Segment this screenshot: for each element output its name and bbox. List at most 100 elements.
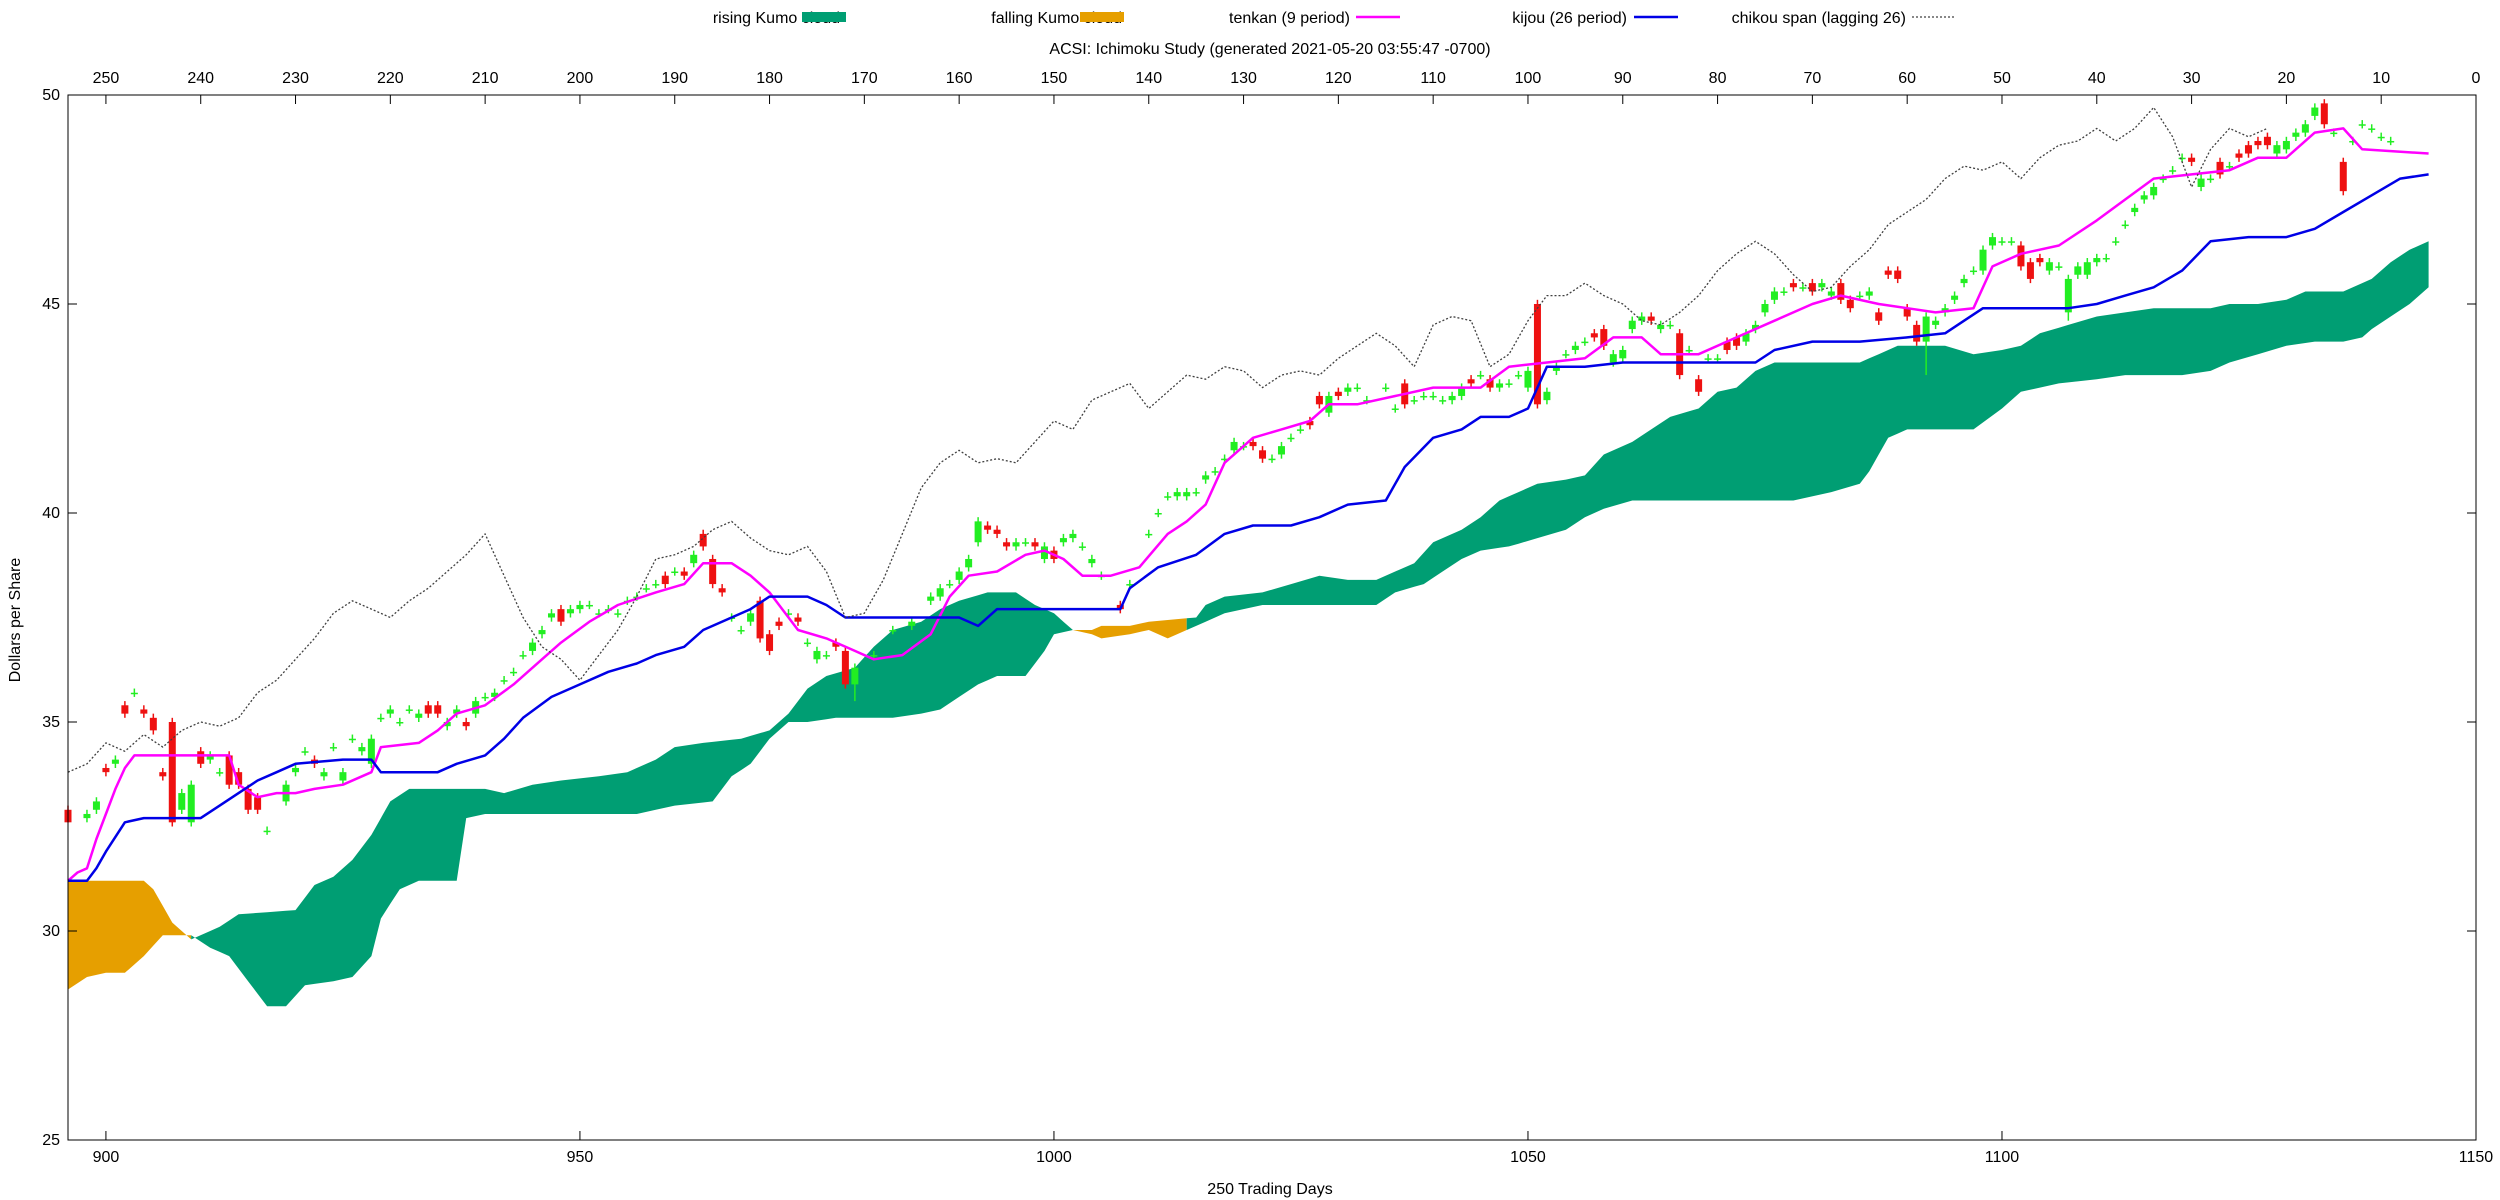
candle-up [1581, 341, 1589, 344]
candle-up [1126, 584, 1134, 586]
x2-tick-label: 140 [1135, 70, 1162, 87]
candle-up [1979, 249, 1987, 271]
candle-up [1230, 441, 1238, 451]
candle-up [481, 696, 489, 699]
candle-up [519, 655, 527, 657]
y-axis-label: Dollars per Share [7, 558, 24, 683]
legend-label: chikou span (lagging 26) [1732, 10, 1906, 27]
candle-up [946, 584, 954, 586]
candle-up [386, 709, 394, 714]
candle-down [680, 571, 688, 576]
candle-up [1960, 278, 1968, 284]
candle-up [1827, 291, 1835, 296]
candle-up [111, 759, 119, 764]
candle-up [642, 588, 650, 590]
y-tick-label: 40 [42, 505, 60, 522]
candle-up [377, 717, 385, 720]
candle-up [216, 772, 224, 774]
candle-up [1970, 270, 1978, 273]
candle-up [1619, 349, 1627, 359]
candle-up [822, 655, 830, 657]
candle-down [168, 722, 176, 823]
candle-up [1770, 291, 1778, 300]
candle-up [1799, 287, 1807, 289]
candle-up [1780, 291, 1788, 293]
candle-up [2377, 136, 2385, 139]
candle-up [1989, 237, 1997, 246]
candle-up [927, 596, 935, 601]
plot-area [64, 99, 2429, 1007]
candle-up [2311, 107, 2319, 116]
candle-up [2197, 178, 2205, 187]
candle-down [121, 705, 129, 714]
candle-down [1249, 441, 1257, 447]
candle-up [367, 738, 375, 764]
candle-up [1183, 492, 1191, 497]
candle-up [614, 613, 622, 615]
candle-up [1543, 391, 1551, 401]
candle-up [500, 680, 508, 682]
candle-up [2121, 224, 2129, 227]
candle-up [83, 813, 91, 819]
candle-down [718, 588, 726, 593]
candle-up [2150, 186, 2158, 196]
x2-tick-label: 40 [2088, 70, 2106, 87]
candle-up [1932, 320, 1940, 325]
candle-down [766, 634, 774, 651]
x2-tick-label: 170 [851, 70, 878, 87]
candle-up [595, 613, 603, 615]
candle-up [292, 767, 300, 773]
candle-up [1353, 387, 1361, 390]
candle-up [453, 709, 461, 714]
candle-up [1145, 533, 1153, 536]
x2-tick-label: 70 [1803, 70, 1821, 87]
candle-up [1628, 320, 1636, 330]
candle-down [1913, 324, 1921, 342]
candle-up [2358, 124, 2366, 126]
candle-down [1647, 316, 1655, 321]
legend: rising Kumo cloud falling Kumo cloud tenka… [713, 10, 1956, 27]
candle-up [1552, 366, 1560, 371]
tenkan-line [67, 127, 2429, 882]
candle-down [1837, 283, 1845, 300]
candle-down [1306, 421, 1314, 426]
candle-up [1761, 304, 1769, 313]
candle-down [2235, 153, 2243, 158]
candle-up [1382, 387, 1390, 390]
candle-down [832, 642, 840, 647]
candle-down [756, 600, 764, 639]
candle-up [936, 588, 944, 597]
y-tick-label: 25 [42, 1132, 60, 1149]
candle-up [1429, 395, 1437, 398]
candle-up [1666, 324, 1674, 327]
x2-tick-label: 120 [1325, 70, 1352, 87]
candle-up [1951, 295, 1959, 300]
candle-up [2055, 266, 2063, 268]
candle-up [1818, 283, 1826, 288]
candle-up [301, 751, 309, 753]
candle-down [434, 705, 442, 714]
candle-up [510, 671, 518, 674]
x2-tick-label: 10 [2372, 70, 2390, 87]
candle-down [1486, 379, 1494, 388]
candle-up [2093, 258, 2101, 263]
candle-up [566, 609, 574, 614]
candle-up [1363, 400, 1371, 402]
candle-up [2207, 178, 2215, 181]
candle-up [491, 692, 499, 697]
candle-down [1808, 283, 1816, 292]
x2-tick-label: 210 [472, 70, 499, 87]
candle-up [1069, 533, 1077, 539]
candle-up [652, 584, 660, 586]
candle-down [1789, 283, 1797, 288]
candle-down [661, 575, 669, 585]
candle-up [1524, 370, 1532, 388]
candle-down [2216, 161, 2224, 175]
candle-up [2083, 262, 2091, 275]
x2-tick-label: 200 [567, 70, 594, 87]
candle-up [1192, 492, 1200, 494]
candle-up [690, 554, 698, 564]
candle-up [538, 630, 546, 635]
candle-up [889, 630, 897, 632]
kijou-line [68, 173, 2429, 883]
